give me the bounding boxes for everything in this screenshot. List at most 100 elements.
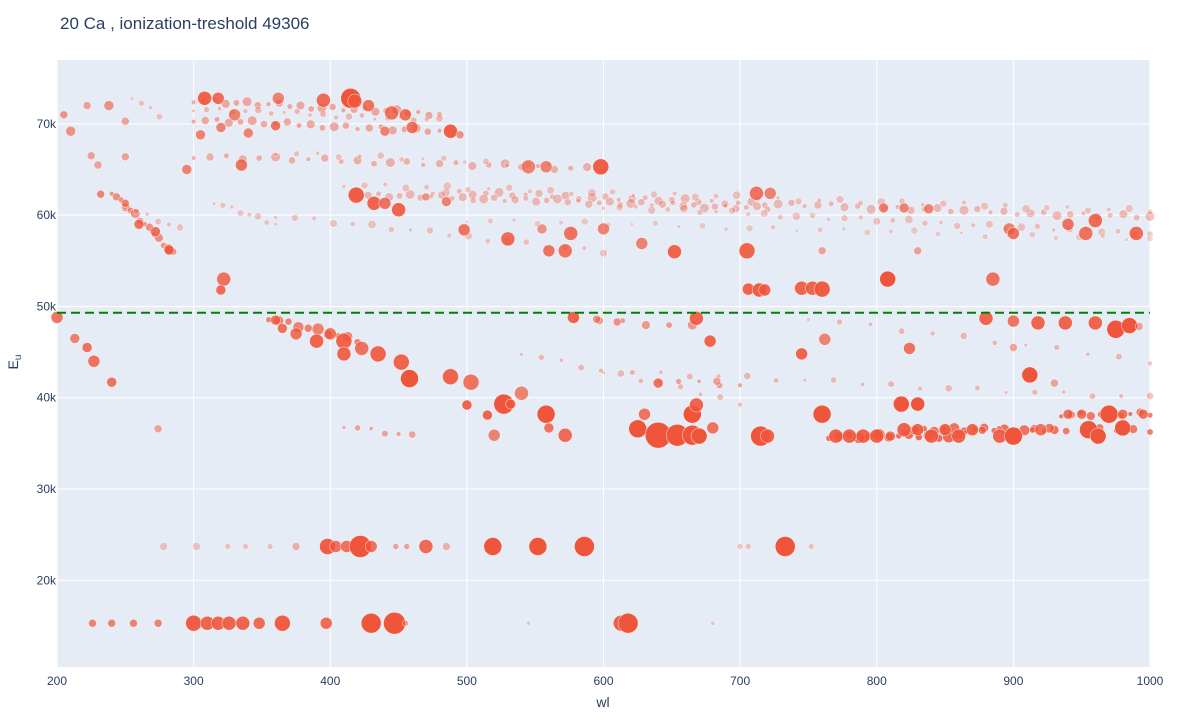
data-point (435, 114, 444, 123)
data-point (938, 423, 952, 437)
data-point (291, 542, 301, 551)
data-point (215, 284, 227, 296)
data-point (341, 425, 347, 430)
data-point (252, 616, 266, 630)
data-point (947, 207, 955, 215)
data-point (752, 201, 762, 211)
data-point (1089, 427, 1107, 445)
data-point (1078, 226, 1094, 241)
data-point (904, 215, 914, 225)
data-point (418, 539, 434, 554)
data-point (464, 186, 472, 194)
data-point (395, 431, 402, 437)
data-point (462, 159, 468, 165)
data-point (370, 160, 378, 168)
data-point (582, 162, 592, 172)
data-point (307, 112, 313, 118)
data-point (329, 121, 340, 132)
data-point (770, 224, 777, 231)
data-point (920, 202, 925, 207)
data-point (889, 217, 896, 224)
data-point (446, 232, 452, 239)
data-point (522, 195, 529, 202)
data-point (892, 395, 910, 413)
data-point (369, 345, 387, 363)
data-point (420, 156, 425, 161)
data-point (888, 228, 894, 235)
data-point (1050, 378, 1059, 388)
data-point (760, 428, 775, 444)
data-point (487, 428, 501, 442)
data-point (236, 209, 245, 217)
data-point (664, 206, 671, 213)
data-point (898, 202, 910, 214)
data-point (354, 341, 370, 356)
data-point (293, 150, 300, 158)
data-point (1099, 404, 1119, 424)
data-point (392, 543, 400, 550)
data-point (362, 99, 375, 112)
data-point (500, 231, 516, 247)
data-point (961, 199, 967, 206)
data-point (358, 112, 365, 119)
data-point (375, 190, 382, 197)
data-point (130, 96, 135, 101)
data-point (999, 206, 1009, 216)
data-point (391, 202, 406, 217)
data-point (405, 121, 419, 134)
data-point (273, 152, 278, 157)
data-point (628, 369, 636, 376)
data-point (514, 385, 529, 401)
data-point (924, 428, 939, 444)
data-point (163, 244, 175, 256)
data-point (166, 221, 172, 228)
data-point (650, 190, 658, 199)
data-point (461, 399, 473, 411)
data-point (887, 380, 895, 388)
data-point (1076, 408, 1087, 420)
data-point (423, 184, 430, 191)
data-point (440, 154, 448, 162)
data-point (612, 317, 622, 327)
data-point (706, 421, 720, 435)
data-point (203, 106, 210, 113)
data-point (347, 186, 365, 204)
data-point (667, 244, 682, 259)
data-point (1129, 226, 1144, 241)
data-point (228, 108, 241, 122)
data-point (774, 536, 796, 557)
data-point (382, 181, 388, 188)
data-point (885, 430, 896, 442)
data-point (558, 357, 564, 363)
data-point (221, 615, 237, 631)
data-point (713, 209, 719, 214)
data-point (319, 110, 327, 118)
data-point (807, 543, 815, 550)
data-point (153, 424, 163, 434)
data-point (712, 376, 722, 386)
data-point (552, 193, 563, 205)
data-point (584, 199, 594, 209)
data-point (270, 151, 281, 162)
x-tick-label: 300 (184, 674, 204, 688)
data-point (773, 377, 780, 384)
data-point (259, 120, 268, 129)
x-tick-label: 400 (320, 674, 340, 688)
data-point (744, 543, 752, 550)
chart-title: 20 Ca , ionization-treshold 49306 (60, 14, 310, 33)
data-point (223, 152, 230, 159)
data-point (860, 381, 865, 387)
data-point (442, 181, 452, 191)
data-point (991, 339, 998, 346)
data-point (408, 227, 413, 233)
data-point (1115, 353, 1123, 361)
data-point (295, 122, 303, 129)
y-tick-label: 20k (37, 573, 57, 587)
data-point (732, 190, 742, 200)
y-tick-label: 50k (37, 299, 57, 313)
data-point (379, 125, 391, 137)
data-point (87, 354, 101, 368)
data-point (482, 409, 493, 421)
data-point (865, 204, 877, 215)
data-point (396, 192, 404, 200)
